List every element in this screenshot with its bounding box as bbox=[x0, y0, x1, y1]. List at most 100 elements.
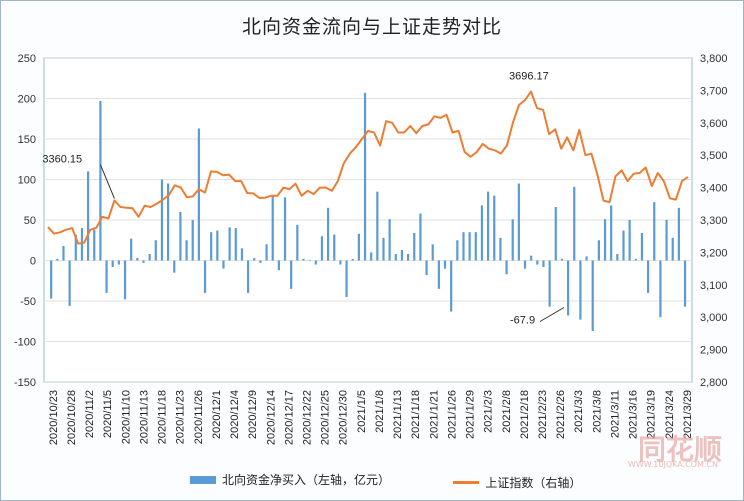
bar bbox=[265, 244, 268, 261]
bar bbox=[222, 260, 225, 269]
bar bbox=[160, 179, 164, 261]
bar bbox=[431, 244, 434, 261]
x-tick-label: 2020/11/23 bbox=[175, 390, 187, 444]
bar bbox=[505, 260, 508, 275]
bar bbox=[271, 195, 274, 261]
left-tick-label: 100 bbox=[18, 175, 36, 187]
bar bbox=[376, 191, 379, 261]
bar bbox=[370, 252, 373, 261]
bar bbox=[616, 254, 619, 261]
bar bbox=[683, 260, 687, 307]
bar bbox=[511, 219, 514, 261]
x-tick-label: 2021/3/24 bbox=[664, 390, 676, 439]
left-tick-label: 50 bbox=[24, 215, 36, 227]
bar bbox=[530, 255, 533, 261]
bar bbox=[419, 213, 422, 261]
bar bbox=[523, 260, 527, 269]
bar bbox=[99, 100, 102, 261]
bar bbox=[345, 260, 348, 297]
watermark-logo: 同花顺 bbox=[637, 433, 722, 466]
bar bbox=[647, 260, 650, 293]
bar bbox=[277, 260, 280, 271]
bar bbox=[456, 240, 459, 261]
x-tick-label: 2020/12/22 bbox=[302, 390, 314, 445]
bar bbox=[382, 237, 385, 261]
x-tick-label: 2021/3/16 bbox=[628, 390, 640, 439]
bar bbox=[357, 233, 360, 261]
bar bbox=[407, 254, 410, 261]
bar bbox=[474, 232, 477, 261]
data-label: 3360.15 bbox=[42, 154, 82, 166]
bar bbox=[413, 232, 416, 261]
right-tick-label: 3,400 bbox=[700, 183, 728, 195]
legend-swatch-bar bbox=[190, 475, 216, 484]
bar bbox=[148, 254, 151, 261]
bar bbox=[591, 260, 594, 331]
bar bbox=[80, 228, 84, 261]
bar bbox=[123, 260, 127, 300]
bar bbox=[308, 260, 311, 262]
bar bbox=[333, 234, 336, 261]
bar bbox=[216, 230, 219, 261]
bar bbox=[610, 205, 613, 261]
bar bbox=[154, 240, 157, 261]
bar bbox=[597, 240, 600, 261]
x-tick-label: 2021/2/3 bbox=[483, 390, 495, 433]
bar bbox=[560, 258, 564, 261]
bar bbox=[283, 197, 287, 261]
bar bbox=[517, 183, 520, 261]
x-tick-label: 2021/2/18 bbox=[519, 390, 531, 439]
left-tick-label: -150 bbox=[14, 377, 36, 389]
x-tick-label: 2021/3/19 bbox=[646, 390, 658, 439]
x-tick-label: 2021/1/8 bbox=[374, 390, 386, 433]
bar bbox=[665, 220, 668, 261]
bar bbox=[579, 260, 582, 320]
x-tick-label: 2021/3/29 bbox=[682, 390, 694, 439]
data-label: -67.9 bbox=[510, 314, 535, 326]
bar bbox=[536, 260, 539, 265]
x-tick-label: 2020/11/26 bbox=[193, 390, 205, 444]
bar bbox=[259, 260, 262, 263]
bar bbox=[203, 260, 207, 293]
legend-label-bar: 北向资金净买入（左轴，亿元） bbox=[222, 473, 391, 487]
legend-item-bar: 北向资金净买入（左轴，亿元） bbox=[190, 471, 390, 488]
bar bbox=[443, 260, 447, 269]
bar bbox=[499, 237, 502, 261]
bar bbox=[554, 207, 557, 261]
bar bbox=[671, 237, 674, 261]
bar bbox=[296, 224, 299, 261]
bar bbox=[567, 260, 570, 316]
left-tick-label: -100 bbox=[14, 337, 36, 349]
bar bbox=[228, 227, 231, 261]
bar bbox=[50, 260, 53, 299]
bar bbox=[573, 186, 576, 261]
x-tick-label: 2020/11/10 bbox=[120, 390, 132, 444]
right-tick-label: 3,800 bbox=[700, 53, 728, 65]
legend-swatch-line bbox=[453, 480, 480, 484]
x-tick-label: 2020/12/1 bbox=[211, 390, 223, 439]
bar bbox=[677, 207, 680, 261]
left-tick-label: 150 bbox=[18, 134, 36, 146]
left-tick-label: 0 bbox=[30, 256, 36, 268]
bar bbox=[327, 207, 330, 261]
x-tick-label: 2020/11/18 bbox=[157, 390, 169, 444]
bar bbox=[585, 256, 588, 261]
bar bbox=[191, 220, 194, 261]
legend: 北向资金净买入（左轴，亿元） 上证指数（右轴） bbox=[190, 471, 641, 491]
bar bbox=[74, 234, 77, 261]
left-tick-label: 200 bbox=[18, 94, 36, 106]
bar bbox=[240, 248, 244, 261]
bar bbox=[493, 195, 496, 261]
bar bbox=[425, 260, 428, 276]
annotation-leader bbox=[99, 164, 115, 199]
bar bbox=[105, 260, 108, 293]
x-tick-label: 2020/10/28 bbox=[66, 390, 78, 445]
x-tick-label: 2020/12/30 bbox=[338, 390, 350, 445]
x-tick-label: 2021/1/5 bbox=[356, 390, 368, 433]
left-tick-label: -50 bbox=[20, 296, 36, 308]
right-tick-label: 3,200 bbox=[700, 247, 728, 259]
x-tick-label: 2020/10/23 bbox=[48, 390, 60, 445]
bar bbox=[87, 171, 90, 261]
bar bbox=[56, 258, 59, 261]
x-tick-label: 2021/1/13 bbox=[392, 390, 404, 439]
